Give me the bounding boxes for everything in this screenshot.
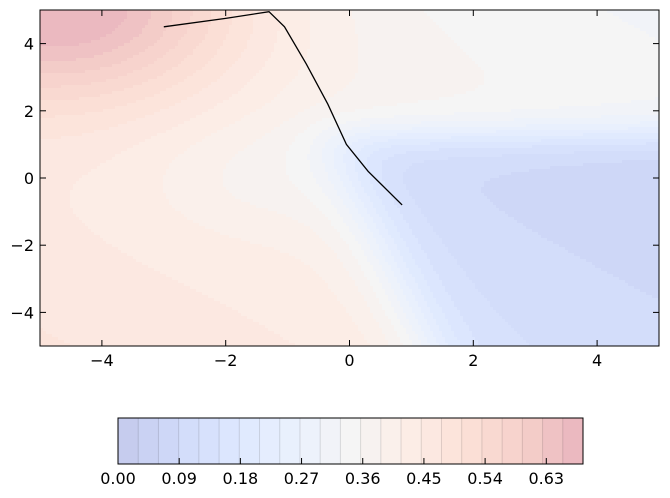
colorbar-band <box>482 418 503 464</box>
y-tick-label: 2 <box>24 102 34 121</box>
colorbar-tick-label: 0.54 <box>467 469 503 488</box>
colorbar-band <box>239 418 260 464</box>
colorbar-band <box>158 418 179 464</box>
colorbar-band <box>280 418 301 464</box>
colorbar-band <box>401 418 422 464</box>
colorbar-band <box>462 418 483 464</box>
colorbar-tick-label: 0.09 <box>161 469 197 488</box>
colorbar-tick-label: 0.36 <box>345 469 381 488</box>
colorbar: 0.00 0.09 0.18 0.27 0.36 0.45 0.54 0.63 <box>100 418 583 488</box>
colorbar-band <box>320 418 341 464</box>
x-tick-label: 2 <box>468 351 478 370</box>
colorbar-band <box>219 418 240 464</box>
colorbar-band <box>421 418 442 464</box>
colorbar-band <box>543 418 564 464</box>
y-tick-label: −2 <box>10 236 34 255</box>
colorbar-band <box>441 418 462 464</box>
colorbar-bands <box>118 418 584 464</box>
x-tick-label: −2 <box>214 351 238 370</box>
colorbar-band <box>361 418 382 464</box>
x-tick-label: −4 <box>90 351 114 370</box>
x-tick-label: 4 <box>592 351 602 370</box>
contour-plot-area: −4 −2 0 2 4 −4 −2 0 2 4 <box>10 10 661 370</box>
colorbar-band <box>138 418 159 464</box>
y-tick-label: 4 <box>24 35 34 54</box>
colorbar-tick-label: 0.00 <box>100 469 136 488</box>
y-tick-label: 0 <box>24 169 34 188</box>
colorbar-band <box>300 418 321 464</box>
colorbar-band <box>340 418 361 464</box>
colorbar-band <box>502 418 523 464</box>
colorbar-band <box>199 418 220 464</box>
colorbar-tick-label: 0.63 <box>528 469 564 488</box>
colorbar-tick-label: 0.27 <box>284 469 320 488</box>
contour-fill <box>40 10 662 347</box>
colorbar-band <box>522 418 543 464</box>
colorbar-tick-label: 0.45 <box>406 469 442 488</box>
colorbar-band <box>381 418 402 464</box>
colorbar-band <box>179 418 200 464</box>
colorbar-tick-label: 0.18 <box>223 469 259 488</box>
colorbar-band <box>563 418 584 464</box>
colorbar-band <box>260 418 281 464</box>
x-tick-label: 0 <box>344 351 354 370</box>
colorbar-band <box>118 418 139 464</box>
y-tick-label: −4 <box>10 303 34 322</box>
